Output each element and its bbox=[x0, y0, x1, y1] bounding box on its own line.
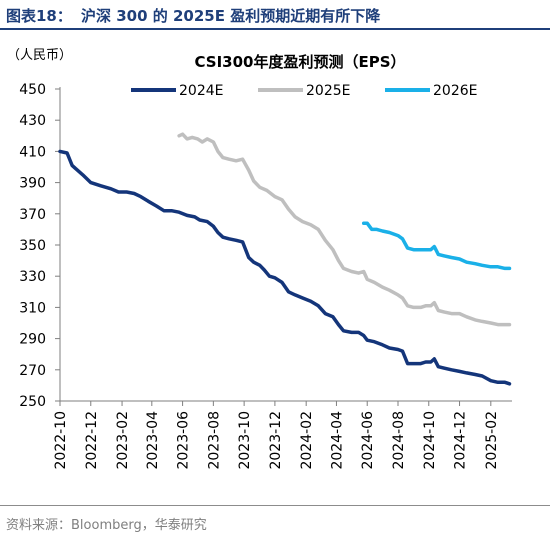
y-tick-label: 450 bbox=[19, 82, 46, 98]
x-tick-label: 2024-12 bbox=[453, 411, 469, 470]
x-tick-label: 2024-06 bbox=[360, 411, 376, 470]
x-tick-label: 2023-06 bbox=[176, 411, 192, 470]
x-tick-label: 2022-10 bbox=[53, 411, 69, 470]
x-tick-label: 2024-04 bbox=[329, 411, 345, 470]
y-unit-label: （人民币） bbox=[7, 48, 72, 63]
chart-title: CSI300年度盈利预测（EPS） bbox=[194, 53, 405, 71]
figure-footer: 资料来源：Bloomberg，华泰研究 bbox=[0, 505, 550, 537]
figure-header: 图表18： 沪深 300 的 2025E 盈利预期近期有所下降 bbox=[0, 0, 550, 30]
y-tick-label: 330 bbox=[19, 269, 46, 285]
eps-forecast-chart: （人民币） CSI300年度盈利预测（EPS） 2024E 2025E 2026E … bbox=[7, 48, 512, 470]
series-line-2024e bbox=[58, 149, 512, 386]
series-line-2026e bbox=[361, 221, 512, 271]
y-tick-label: 390 bbox=[19, 176, 46, 192]
chart-legend: 2024E 2025E 2026E bbox=[131, 83, 477, 99]
y-tick-label: 370 bbox=[19, 207, 46, 223]
figure-title: 沪深 300 的 2025E 盈利预期近期有所下降 bbox=[81, 7, 381, 25]
figure-number: 图表18： bbox=[6, 7, 72, 25]
x-tick-label: 2025-02 bbox=[484, 411, 500, 470]
x-tick-label: 2023-12 bbox=[268, 411, 284, 470]
y-tick-label: 430 bbox=[19, 113, 46, 129]
legend-label-2024e: 2024E bbox=[179, 83, 223, 99]
x-tick-label: 2023-02 bbox=[115, 411, 131, 470]
y-tick-label: 270 bbox=[19, 363, 46, 379]
x-axis: 2022-10 2022-12 2023-02 2023-04 2023-06 2023-… bbox=[53, 400, 512, 470]
legend-label-2026e: 2026E bbox=[433, 83, 477, 99]
x-tick-label: 2023-08 bbox=[206, 411, 222, 470]
x-tick-label: 2024-08 bbox=[391, 411, 407, 470]
legend-label-2025e: 2025E bbox=[306, 83, 350, 99]
series-lines bbox=[58, 132, 512, 386]
x-tick-label: 2023-04 bbox=[145, 411, 161, 470]
y-tick-label: 250 bbox=[19, 394, 46, 410]
y-tick-label: 310 bbox=[19, 300, 46, 316]
series-line-2025e bbox=[177, 132, 512, 327]
y-tick-label: 350 bbox=[19, 238, 46, 254]
y-tick-label: 410 bbox=[19, 144, 46, 160]
y-tick-label: 290 bbox=[19, 332, 46, 348]
x-tick-label: 2024-02 bbox=[299, 411, 315, 470]
source-note: 资料来源：Bloomberg，华泰研究 bbox=[6, 518, 207, 533]
x-tick-label: 2024-10 bbox=[422, 411, 438, 470]
x-tick-label: 2022-12 bbox=[84, 411, 100, 470]
x-tick-label: 2023-10 bbox=[237, 411, 253, 470]
y-axis: 250 270 290 310 330 350 370 390 410 430 450 bbox=[19, 82, 61, 410]
